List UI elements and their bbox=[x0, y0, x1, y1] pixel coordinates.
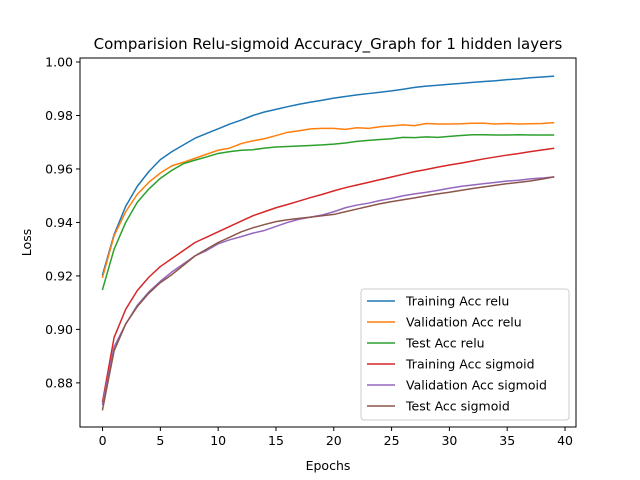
x-tick-label: 20 bbox=[326, 433, 342, 448]
series-line-1 bbox=[101, 121, 555, 279]
y-axis: 0.88 0.90 0.92 0.94 0.96 0.98 1.00 bbox=[45, 55, 80, 390]
y-tick-label: 0.98 bbox=[45, 108, 73, 123]
legend-label: Validation Acc sigmoid bbox=[406, 378, 547, 393]
y-tick-label: 0.88 bbox=[45, 375, 73, 390]
x-tick-label: 0 bbox=[99, 433, 107, 448]
x-tick-label: 10 bbox=[210, 433, 226, 448]
y-axis-label: Loss bbox=[19, 229, 34, 256]
x-tick-label: 40 bbox=[557, 433, 573, 448]
x-tick-label: 25 bbox=[384, 433, 400, 448]
axes-frame bbox=[79, 57, 577, 428]
series-line-4 bbox=[101, 176, 555, 406]
y-tick-label: 0.94 bbox=[45, 215, 73, 230]
y-tick-label: 0.96 bbox=[45, 161, 73, 176]
series-line-5 bbox=[101, 176, 555, 411]
legend-label: Training Acc relu bbox=[405, 294, 509, 309]
x-axis-label: Epochs bbox=[306, 458, 351, 473]
series-line-2 bbox=[101, 133, 555, 291]
x-tick-label: 30 bbox=[441, 433, 457, 448]
series-line-3 bbox=[101, 147, 555, 403]
legend-label: Training Acc sigmoid bbox=[405, 357, 535, 372]
x-axis: 0 5 10 15 20 25 30 35 40 bbox=[99, 427, 573, 448]
y-tick-label: 0.92 bbox=[45, 268, 73, 283]
legend-label: Validation Acc relu bbox=[406, 315, 522, 330]
chart-title: Comparision Relu-sigmoid Accuracy_Graph … bbox=[94, 35, 563, 54]
x-tick-label: 15 bbox=[268, 433, 284, 448]
y-tick-label: 1.00 bbox=[45, 55, 73, 70]
x-tick-label: 5 bbox=[156, 433, 164, 448]
x-tick-label: 35 bbox=[499, 433, 515, 448]
plot-area bbox=[101, 75, 555, 411]
legend-frame bbox=[360, 288, 570, 421]
legend: Training Acc relu Validation Acc relu Test… bbox=[360, 288, 570, 421]
legend-label: Test Acc relu bbox=[405, 336, 485, 351]
series-line-0 bbox=[101, 75, 555, 276]
y-tick-label: 0.90 bbox=[45, 322, 73, 337]
legend-label: Test Acc sigmoid bbox=[405, 399, 510, 414]
